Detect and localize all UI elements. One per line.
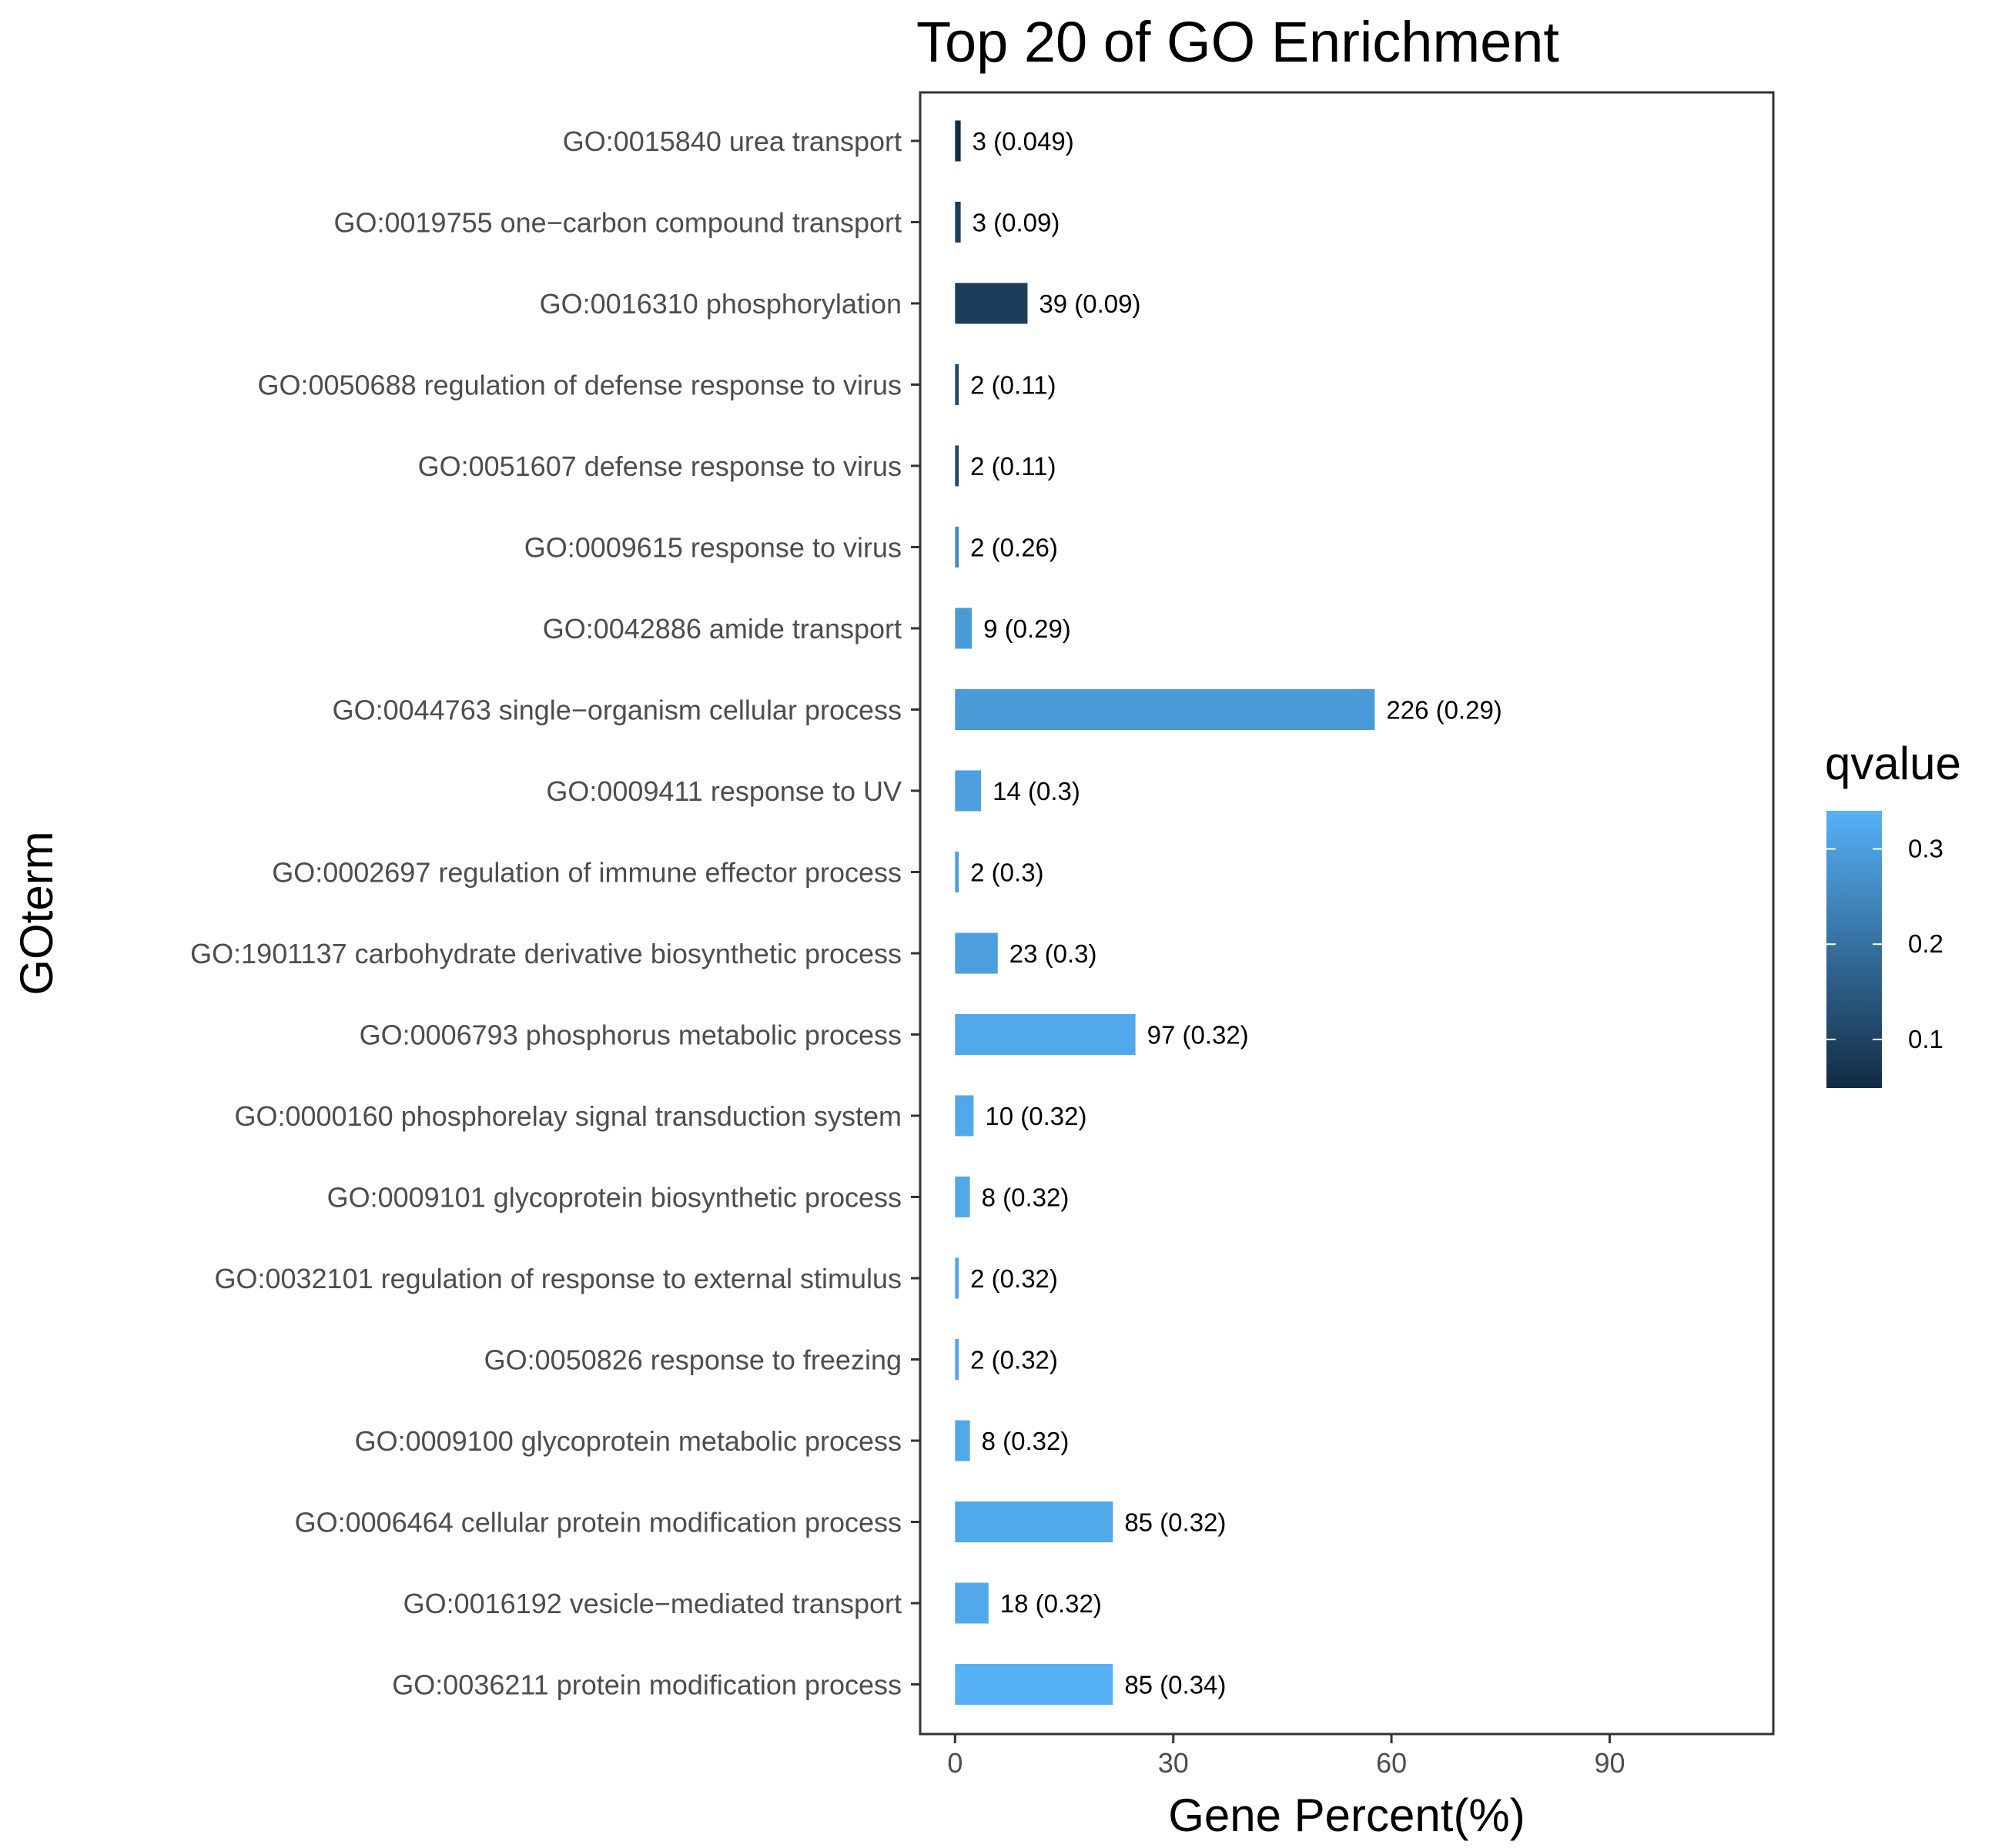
bar-labels: 3 (0.049) 3 (0.09) 39 (0.09) 2 (0.11) 2 (0.1… xyxy=(970,127,1502,1699)
x-axis-ticks: 0 30 60 90 xyxy=(947,1734,1625,1779)
bar xyxy=(955,1014,1136,1055)
bar xyxy=(955,1257,959,1299)
bar-data-label: 226 (0.29) xyxy=(1386,696,1502,725)
bar xyxy=(955,1420,970,1461)
y-tick-label: GO:0051607 defense response to virus xyxy=(418,450,902,482)
qvalue-legend: qvalue 0.1 0.2 0.3 xyxy=(1825,738,1961,1088)
y-tick-label: GO:0006464 cellular protein modification… xyxy=(295,1507,902,1538)
x-axis-title: Gene Percent(%) xyxy=(1168,1789,1525,1841)
bar xyxy=(955,445,959,487)
bar-data-label: 2 (0.11) xyxy=(970,371,1056,400)
y-axis-title: GOterm xyxy=(11,831,62,995)
bar-data-label: 18 (0.32) xyxy=(1000,1589,1102,1618)
bar-data-label: 14 (0.3) xyxy=(993,777,1080,805)
y-tick-label: GO:0009615 response to virus xyxy=(524,532,902,564)
bar xyxy=(955,1339,959,1380)
bar-data-label: 2 (0.32) xyxy=(970,1264,1058,1293)
plot-panel xyxy=(919,91,1775,1736)
bar xyxy=(955,608,973,649)
y-tick-label: GO:0032101 regulation of response to ext… xyxy=(214,1263,902,1294)
y-tick-label: GO:0044763 single−organism cellular proc… xyxy=(333,695,902,726)
bar xyxy=(955,689,1375,730)
bar-data-label: 10 (0.32) xyxy=(985,1102,1086,1130)
bar xyxy=(955,932,998,974)
x-tick-label: 0 xyxy=(947,1747,962,1779)
bar xyxy=(955,527,959,567)
legend-title: qvalue xyxy=(1825,738,1961,789)
x-tick-label: 90 xyxy=(1594,1747,1625,1779)
bar xyxy=(955,1582,989,1624)
y-tick-label: GO:0050826 response to freezing xyxy=(484,1344,902,1376)
bar-data-label: 2 (0.32) xyxy=(970,1346,1058,1374)
y-tick-label: GO:0042886 amide transport xyxy=(543,613,902,644)
x-tick-label: 30 xyxy=(1158,1747,1189,1779)
bar-data-label: 3 (0.049) xyxy=(973,127,1074,156)
y-tick-marks xyxy=(911,139,920,1686)
y-tick-label: GO:0009100 glycoprotein metabolic proces… xyxy=(355,1425,902,1457)
bar-data-label: 97 (0.32) xyxy=(1147,1021,1249,1050)
bar xyxy=(955,283,1028,324)
bars xyxy=(955,120,1375,1705)
y-tick-label: GO:0009101 glycoprotein biosynthetic pro… xyxy=(327,1182,902,1214)
bar xyxy=(955,852,959,892)
y-tick-label: GO:0036211 protein modification process xyxy=(392,1669,902,1701)
y-tick-label: GO:0002697 regulation of immune effector… xyxy=(272,857,902,889)
bar-data-label: 2 (0.26) xyxy=(970,534,1058,562)
bar-data-label: 3 (0.09) xyxy=(973,209,1060,237)
bar xyxy=(955,770,982,812)
y-tick-label: GO:0016192 vesicle−mediated transport xyxy=(403,1588,902,1619)
bar-data-label: 85 (0.34) xyxy=(1124,1671,1226,1699)
bar-data-label: 23 (0.3) xyxy=(1009,939,1097,968)
bar-data-label: 8 (0.32) xyxy=(982,1427,1070,1455)
y-tick-label: GO:0000160 phosphorelay signal transduct… xyxy=(234,1100,902,1132)
bar-data-label: 9 (0.29) xyxy=(983,614,1071,643)
bar xyxy=(955,120,961,162)
bar-data-label: 39 (0.09) xyxy=(1039,290,1140,318)
y-tick-label: GO:0006793 phosphorus metabolic process xyxy=(360,1019,902,1051)
legend-tick-label: 0.3 xyxy=(1908,834,1943,862)
bar xyxy=(955,1177,970,1217)
legend-colorbar xyxy=(1826,811,1882,1088)
bar-data-label: 2 (0.3) xyxy=(970,859,1043,887)
y-tick-label: GO:0009411 response to UV xyxy=(546,775,902,807)
y-tick-labels: GO:0015840 urea transport GO:0019755 one−… xyxy=(190,126,902,1701)
bar xyxy=(955,1502,1113,1542)
y-tick-label: GO:0016310 phosphorylation xyxy=(540,288,902,320)
legend-ticks: 0.1 0.2 0.3 xyxy=(1826,834,1943,1053)
y-tick-label: GO:0019755 one−carbon compound transport xyxy=(333,207,902,239)
bar-data-label: 2 (0.11) xyxy=(970,452,1056,480)
y-tick-label: GO:0015840 urea transport xyxy=(563,126,902,157)
legend-tick-label: 0.2 xyxy=(1908,929,1943,958)
bar-data-label: 85 (0.32) xyxy=(1124,1508,1226,1537)
bar-data-label: 8 (0.32) xyxy=(982,1183,1070,1212)
bar xyxy=(955,1095,974,1137)
y-tick-label: GO:0050688 regulation of defense respons… xyxy=(257,370,902,401)
chart-title: Top 20 of GO Enrichment xyxy=(916,10,1559,74)
bar xyxy=(955,202,961,243)
legend-tick-label: 0.1 xyxy=(1908,1025,1943,1053)
bar xyxy=(955,1664,1113,1705)
x-tick-label: 60 xyxy=(1376,1747,1407,1779)
bar xyxy=(955,364,959,405)
y-tick-label: GO:1901137 carbohydrate derivative biosy… xyxy=(190,938,902,969)
